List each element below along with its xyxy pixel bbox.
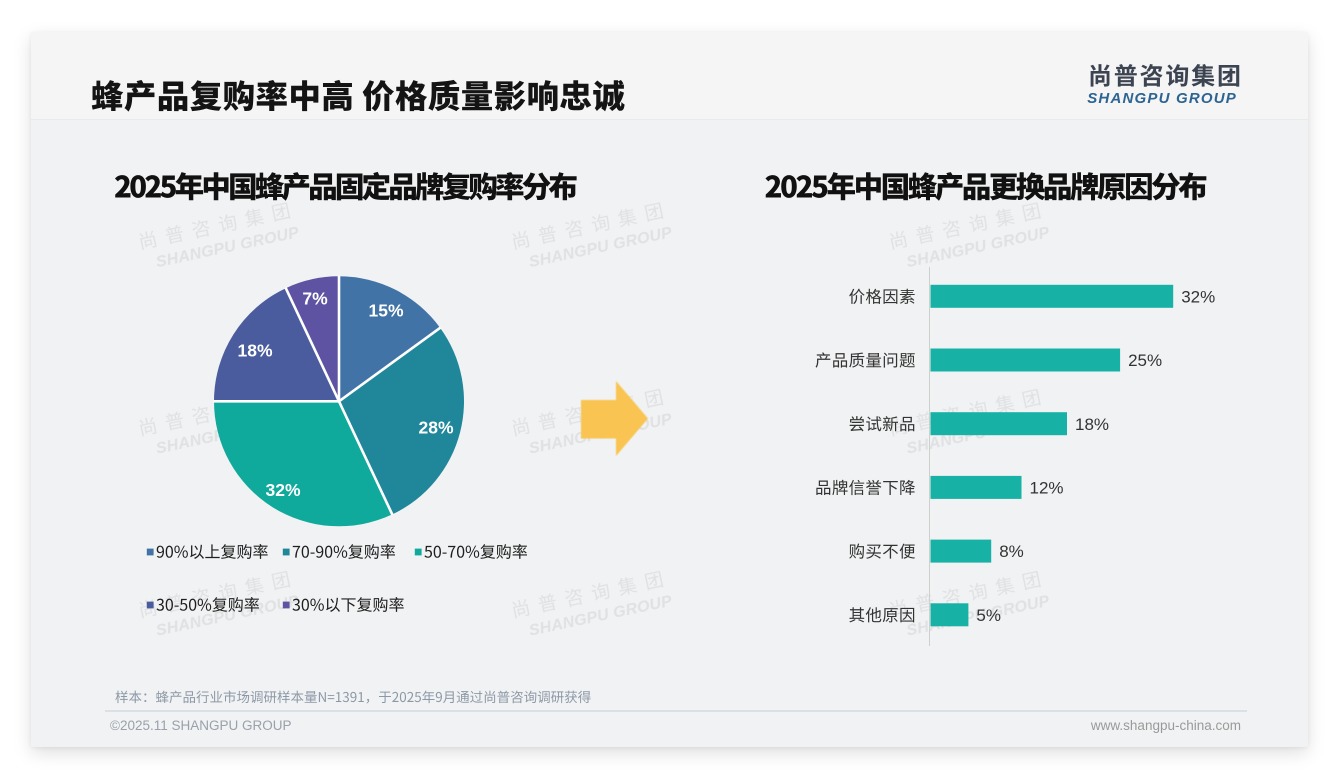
svg-text:18%: 18% xyxy=(1075,415,1109,434)
svg-text:12%: 12% xyxy=(1030,479,1064,498)
svg-text:8%: 8% xyxy=(999,542,1024,561)
svg-text:32%: 32% xyxy=(1181,287,1215,306)
svg-text:7%: 7% xyxy=(302,288,328,308)
svg-text:15%: 15% xyxy=(368,300,403,320)
svg-text:25%: 25% xyxy=(1128,351,1162,370)
svg-text:28%: 28% xyxy=(418,417,453,437)
svg-text:18%: 18% xyxy=(237,340,272,360)
svg-text:32%: 32% xyxy=(265,480,300,500)
svg-text:5%: 5% xyxy=(976,606,1001,625)
